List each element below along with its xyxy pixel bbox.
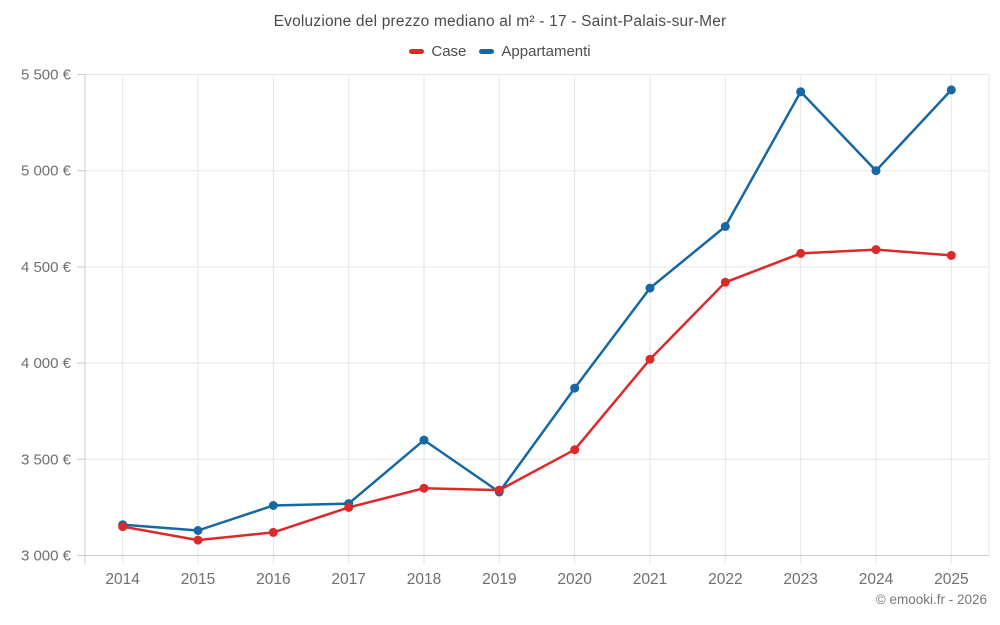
y-axis-label: 5 500 € [21,67,72,84]
x-axis-label: 2017 [331,571,365,588]
data-point[interactable] [193,526,203,535]
legend-item-case[interactable]: Case [409,43,466,60]
x-axis-label: 2024 [859,571,894,588]
data-point[interactable] [118,522,128,532]
data-point[interactable] [720,277,730,287]
series-line [121,88,953,532]
data-point[interactable] [193,535,203,545]
y-axis-label: 3 000 € [21,548,72,565]
legend-label: Case [431,42,467,60]
y-axis-label: 3 500 € [21,451,72,468]
legend-marker [479,48,495,54]
chart-title: Evoluzione del prezzo mediano al m² - 17… [273,13,727,30]
y-axis-label: 4 000 € [21,355,72,372]
data-point[interactable] [796,87,806,97]
data-point[interactable] [570,383,580,393]
series-appartamenti [118,85,956,535]
data-point[interactable] [494,485,504,495]
x-axis-label: 2023 [783,571,817,588]
series-case [118,245,956,545]
copyright: © emooki.fr - 2026 [875,592,987,607]
data-point[interactable] [946,250,956,260]
legend-item-appartamenti[interactable]: Appartamenti [479,42,591,60]
data-point[interactable] [645,354,655,364]
x-axis-label: 2020 [557,571,592,588]
data-point[interactable] [871,245,881,255]
y-axis-label: 4 500 € [21,259,72,276]
data-point[interactable] [570,445,580,455]
x-axis-label: 2019 [482,571,516,588]
legend-label: Appartamenti [501,42,591,60]
data-point[interactable] [344,502,354,512]
chart-legend: Case Appartamenti [0,40,1000,62]
x-axis-label: 2018 [407,571,441,588]
data-point[interactable] [796,248,806,258]
data-point[interactable] [645,283,655,293]
data-point[interactable] [268,527,278,537]
x-axis-label: 2014 [105,571,140,588]
grid: 3 000 € 3 500 € 4 000 € 4 500 € 5 000 € 5 500… [21,67,990,588]
data-point[interactable] [720,222,730,231]
data-point[interactable] [946,85,956,95]
data-point[interactable] [871,166,881,176]
x-axis-label: 2022 [708,571,742,588]
x-axis-label: 2021 [633,571,667,588]
x-axis-label: 2016 [256,571,290,588]
data-point[interactable] [268,501,278,510]
series-line [121,248,953,542]
data-point[interactable] [419,483,429,493]
x-axis-label: 2015 [181,571,215,588]
y-axis-label: 5 000 € [21,163,72,180]
legend-marker [409,48,425,54]
x-axis-label: 2025 [934,571,968,588]
data-point[interactable] [419,435,429,445]
